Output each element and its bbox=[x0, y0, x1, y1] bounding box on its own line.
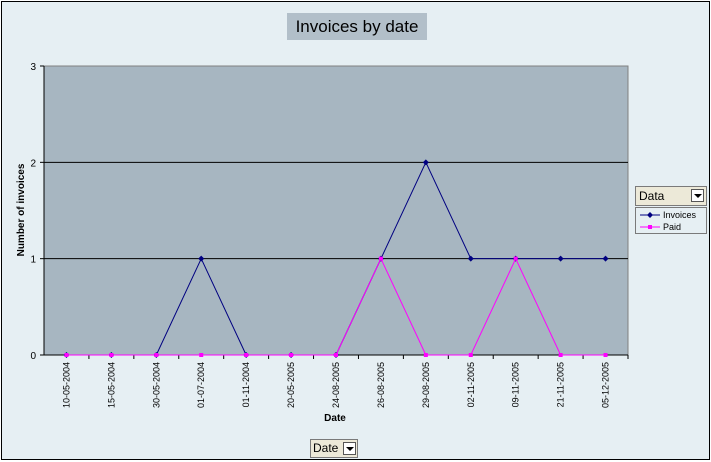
legend-label: Invoices bbox=[663, 210, 697, 220]
x-tick-label: 15-05-2004 bbox=[106, 362, 116, 408]
x-tick-label: 30-05-2004 bbox=[151, 362, 161, 408]
plot-area bbox=[43, 65, 629, 356]
data-point-paid bbox=[334, 353, 338, 357]
data-point-paid bbox=[468, 353, 473, 357]
y-axis-title: Number of invoices bbox=[16, 163, 27, 256]
x-tick-label: 09-11-2005 bbox=[511, 362, 521, 407]
data-point-paid bbox=[423, 353, 428, 357]
x-tick-label: 29-08-2005 bbox=[421, 362, 431, 408]
series-paid bbox=[64, 256, 608, 357]
legend-item-paid: Paid bbox=[636, 221, 706, 233]
legend-swatch-invoices-icon bbox=[640, 212, 660, 218]
x-axis-ticks: 10-05-2004 15-05-2004 30-05-2004 01-07-2004… bbox=[43, 66, 629, 408]
legend-item-invoices: Invoices bbox=[636, 209, 706, 221]
chart-title: Invoices by date bbox=[287, 13, 427, 40]
data-point-paid bbox=[378, 256, 383, 261]
x-tick-label: 10-05-2004 bbox=[61, 362, 71, 408]
data-point-paid bbox=[558, 353, 563, 357]
x-tick-label: 21-11-2005 bbox=[556, 362, 566, 407]
legend-label: Paid bbox=[663, 222, 682, 232]
y-tick-label: 3 bbox=[30, 62, 36, 73]
x-tick-label: 05-12-2005 bbox=[601, 362, 611, 408]
data-point-invoices bbox=[422, 159, 429, 166]
x-tick-label: 02-11-2005 bbox=[466, 362, 476, 407]
legend: Invoices Paid bbox=[635, 207, 707, 234]
x-tick-label: 01-07-2004 bbox=[196, 362, 206, 408]
y-tick-label: 2 bbox=[30, 158, 36, 169]
date-field-button[interactable]: Date bbox=[310, 439, 358, 458]
y-tick-label: 1 bbox=[30, 255, 36, 266]
chevron-down-icon[interactable] bbox=[691, 189, 704, 202]
x-tick-label: 20-05-2005 bbox=[286, 362, 296, 408]
legend-swatch-paid-icon bbox=[640, 225, 660, 229]
y-tick-label: 0 bbox=[30, 351, 36, 362]
x-tick-label: 24-08-2005 bbox=[331, 362, 341, 408]
data-point-paid bbox=[289, 353, 294, 357]
chevron-down-icon[interactable] bbox=[343, 442, 356, 455]
date-field-label: Date bbox=[313, 441, 339, 455]
x-tick-label: 01-11-2004 bbox=[241, 362, 251, 407]
x-tick-label: 26-08-2005 bbox=[376, 362, 386, 408]
x-axis-title: Date bbox=[324, 413, 346, 424]
data-point-paid bbox=[603, 353, 608, 357]
legend-field-button[interactable]: Data bbox=[635, 186, 707, 206]
series-layer bbox=[63, 159, 609, 358]
data-point-paid bbox=[244, 353, 249, 357]
legend-field-label: Data bbox=[639, 189, 665, 203]
data-point-paid bbox=[199, 353, 204, 357]
y-axis-ticks: 0 1 2 3 bbox=[30, 62, 44, 362]
data-point-paid bbox=[154, 353, 159, 357]
data-point-paid bbox=[513, 256, 518, 261]
data-point-paid bbox=[109, 353, 114, 357]
data-point-paid bbox=[64, 353, 69, 357]
